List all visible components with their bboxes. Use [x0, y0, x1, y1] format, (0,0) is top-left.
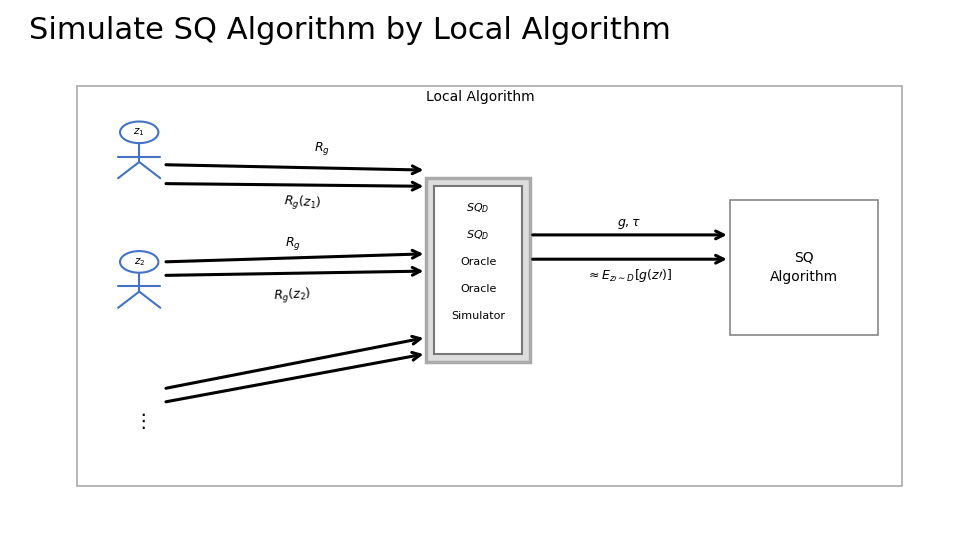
Circle shape	[120, 251, 158, 273]
Text: $z_2$: $z_2$	[133, 256, 145, 268]
Text: $SQ_D$: $SQ_D$	[467, 228, 490, 242]
Bar	[434, 186, 522, 354]
Text: Oracle: Oracle	[460, 257, 496, 267]
Text: $SQ_D$: $SQ_D$	[467, 201, 490, 215]
Text: SQ
Algorithm: SQ Algorithm	[770, 251, 837, 284]
Text: $R_g$: $R_g$	[314, 140, 329, 157]
Text: Local Algorithm: Local Algorithm	[425, 90, 535, 104]
Text: $R_g(z_2)$: $R_g(z_2)$	[274, 286, 312, 306]
Text: $R_g$: $R_g$	[285, 235, 300, 252]
Bar	[426, 178, 530, 362]
Bar	[730, 200, 878, 335]
Circle shape	[120, 122, 158, 143]
Text: Oracle: Oracle	[460, 284, 496, 294]
Text: $R_g(z_1)$: $R_g(z_1)$	[283, 193, 322, 213]
Text: Simulate SQ Algorithm by Local Algorithm: Simulate SQ Algorithm by Local Algorithm	[29, 16, 671, 45]
Text: Simulator: Simulator	[451, 311, 505, 321]
Text: $g, \tau$: $g, \tau$	[617, 217, 640, 231]
Text: $\approx E_{z\prime\sim D}[g(z\prime)]$: $\approx E_{z\prime\sim D}[g(z\prime)]$	[586, 267, 672, 284]
Text: $z_1$: $z_1$	[133, 126, 145, 138]
Bar	[77, 86, 902, 486]
Text: $\vdots$: $\vdots$	[132, 411, 146, 431]
